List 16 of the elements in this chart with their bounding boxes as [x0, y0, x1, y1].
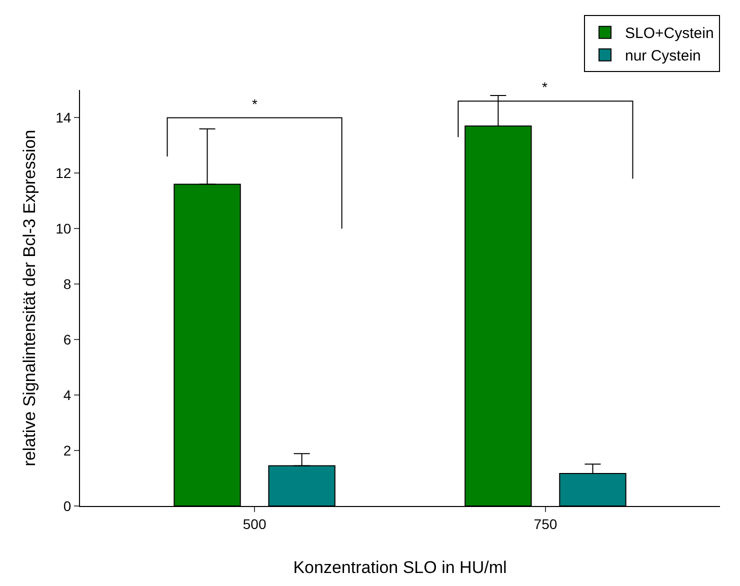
legend-label: SLO+Cystein [625, 25, 714, 42]
legend-label: nur Cystein [625, 48, 701, 65]
y-axis-title: relative Signalintensität der Bcl-3 Expression [20, 130, 40, 466]
x-axis-title: Konzentration SLO in HU/ml [293, 558, 507, 578]
y-tick-label: 8 [63, 276, 72, 292]
y-tick-label: 4 [63, 386, 72, 403]
y-tick-label: 14 [56, 110, 72, 126]
y-tick-label: 6 [63, 332, 72, 348]
x-tick-label: 500 [242, 516, 266, 532]
y-tick-label: 0 [63, 498, 72, 514]
y-tick-label: 10 [56, 220, 72, 237]
annotation: * [252, 96, 258, 112]
y-tick-label: 12 [56, 165, 72, 182]
x-tick-label: 750 [534, 516, 558, 532]
y-tick-label: 2 [63, 442, 72, 458]
annotation: * [542, 79, 548, 95]
